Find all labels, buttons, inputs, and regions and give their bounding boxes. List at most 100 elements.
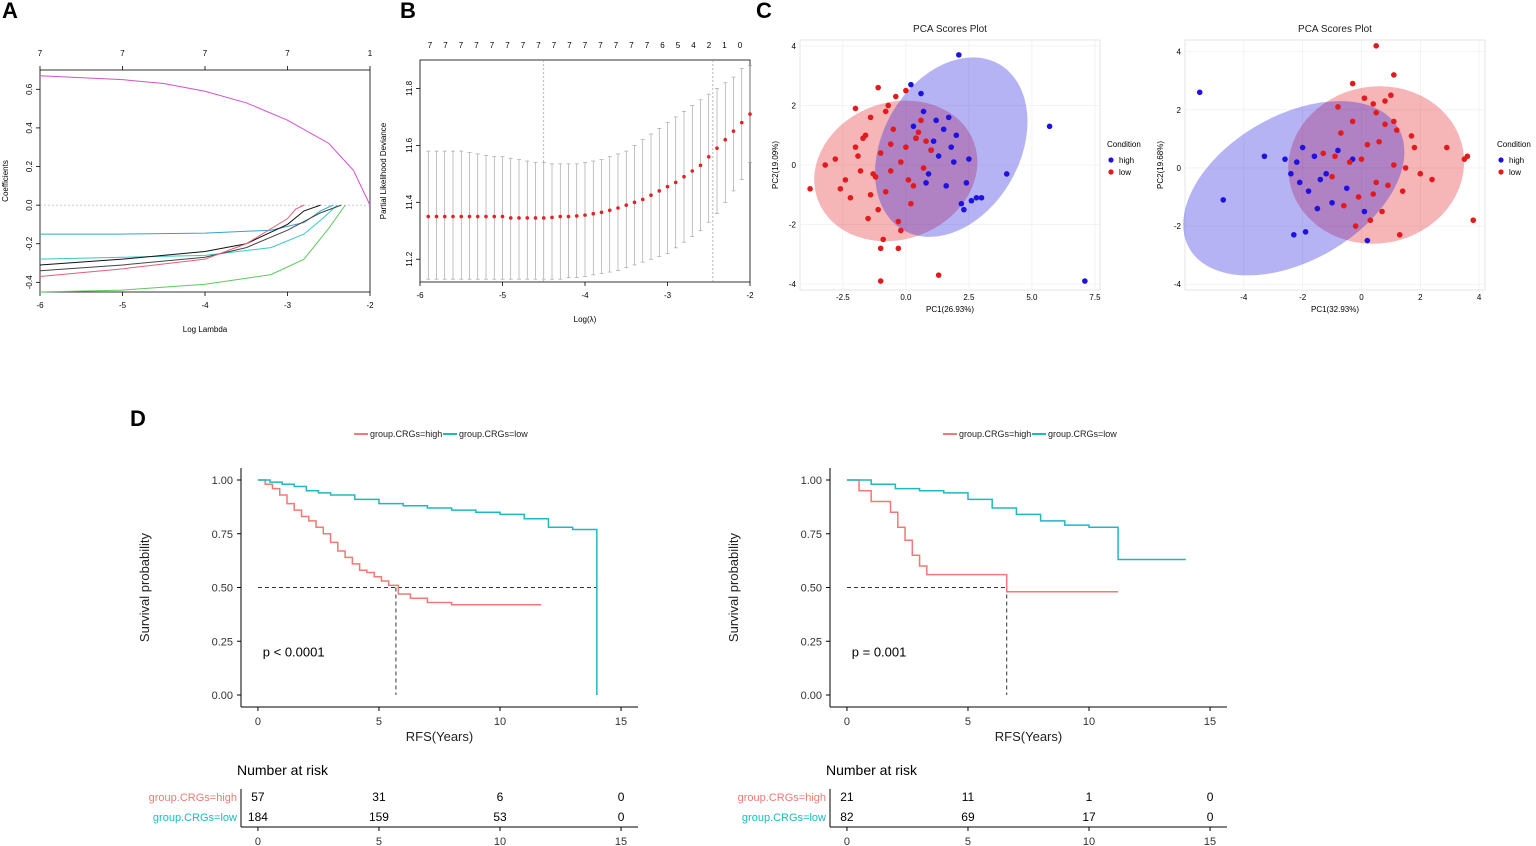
top-count-label: 1 <box>722 41 727 50</box>
high-point <box>1317 176 1324 183</box>
low-point <box>1349 80 1356 87</box>
cv-point <box>517 216 521 220</box>
low-point <box>1399 188 1406 194</box>
panel-a-chart: -6 -5 -4 -3 -2 -0.4 -0.2 0.0 0.2 0.4 0.6 7 7 7 7 1 Log L… <box>1 49 374 334</box>
top-tick-label: 7 <box>203 49 208 58</box>
panel-label-c: C <box>756 0 772 23</box>
x-axis-title: PC1(26.93%) <box>926 305 974 314</box>
y-axis-title: Survival probability <box>726 532 741 642</box>
y-tick-label: 0.0 <box>25 199 34 211</box>
top-count-label: 7 <box>474 41 479 50</box>
low-ellipse <box>814 100 978 242</box>
low-point <box>905 177 912 183</box>
y-tick-label: -4 <box>1174 280 1182 289</box>
low-point <box>920 165 927 171</box>
low-point <box>913 135 919 142</box>
cv-point <box>434 214 439 219</box>
high-point <box>910 123 917 130</box>
cv-point <box>607 208 612 213</box>
km-high-curve <box>846 479 1119 593</box>
low-point <box>842 177 849 183</box>
cv-point <box>706 154 711 159</box>
y-tick-label: 0.25 <box>212 636 233 648</box>
high-point <box>1288 170 1294 177</box>
low-point <box>1470 217 1477 224</box>
cv-point <box>649 193 653 197</box>
risk-x-tick-label: 10 <box>1083 836 1095 846</box>
risk-x-tick-label: 5 <box>376 836 382 846</box>
low-point <box>880 236 886 243</box>
risk-table-title: Number at risk <box>826 762 918 778</box>
cv-point <box>599 210 604 215</box>
cv-point <box>566 214 571 219</box>
cv-point <box>550 215 554 220</box>
legend-high-label: group.CRGs=high <box>959 429 1031 439</box>
low-point <box>1411 144 1418 151</box>
high-point <box>956 52 962 58</box>
low-point <box>1385 182 1391 189</box>
low-point <box>837 186 844 192</box>
x-tick-label: -4 <box>1240 293 1248 302</box>
risk-high-count: 21 <box>840 790 854 804</box>
coef-path-black2 <box>39 204 342 272</box>
y-tick-label: 0.50 <box>801 583 822 595</box>
top-count-label: 7 <box>428 41 433 50</box>
legend-low-label: low <box>1509 168 1521 177</box>
low-point <box>1373 109 1379 116</box>
pca-chart-left: -2.5 0.0 2.5 5.0 7.5 -4 -2 0 2 4 PCA Scores Plot PC… <box>771 24 1141 314</box>
low-point <box>898 159 904 165</box>
high-point <box>1335 147 1341 154</box>
high-point <box>933 117 939 124</box>
risk-high-group: group.CRGs=high <box>738 792 826 804</box>
low-point <box>1429 176 1435 183</box>
low-point <box>918 117 924 124</box>
km-low-curve <box>257 479 598 695</box>
p-value: p < 0.0001 <box>263 644 325 659</box>
low-point <box>860 135 866 142</box>
top-count-label: 7 <box>567 41 572 50</box>
y-tick-label: 0.25 <box>801 636 822 648</box>
cv-point <box>500 214 505 219</box>
y-tick-label: 4 <box>792 42 797 51</box>
low-point <box>1391 162 1397 168</box>
low-point <box>898 227 904 234</box>
risk-table-title: Number at risk <box>237 762 329 778</box>
y-tick-label: 0.00 <box>212 690 233 702</box>
low-point <box>1443 144 1450 151</box>
low-point <box>910 183 917 189</box>
x-tick-label: -3 <box>284 301 292 310</box>
high-point <box>920 108 927 115</box>
risk-x-tick-label: 0 <box>255 836 261 846</box>
y-tick-label: 0.00 <box>801 690 822 702</box>
risk-high-count: 31 <box>372 790 386 804</box>
low-point <box>877 150 884 156</box>
risk-high-group: group.CRGs=high <box>149 792 237 804</box>
low-point <box>875 84 881 91</box>
low-point <box>867 191 874 198</box>
low-point <box>1373 179 1379 186</box>
cv-point <box>451 214 455 219</box>
top-count-label: 7 <box>614 41 619 50</box>
x-tick-label: 0 <box>844 716 850 728</box>
low-point <box>1338 130 1344 136</box>
low-point <box>1364 141 1371 148</box>
risk-x-tick-label: 15 <box>1204 836 1216 846</box>
low-point <box>847 194 854 201</box>
x-tick-label: 15 <box>615 716 627 728</box>
top-count-label: 7 <box>490 41 495 50</box>
low-point <box>903 87 909 94</box>
x-tick-label: -2 <box>1299 293 1307 302</box>
top-tick-label: 7 <box>285 49 290 58</box>
x-tick-label: -6 <box>416 291 424 300</box>
y-tick-label: 0.75 <box>801 529 822 541</box>
risk-low-group: group.CRGs=low <box>153 812 237 824</box>
high-point <box>1293 159 1300 165</box>
low-point <box>915 129 922 136</box>
high-point <box>1343 185 1350 192</box>
low-point <box>865 215 871 222</box>
low-point <box>1391 118 1397 125</box>
high-point <box>1291 231 1297 238</box>
cv-point <box>533 216 538 220</box>
risk-low-count: 0 <box>1207 810 1214 824</box>
